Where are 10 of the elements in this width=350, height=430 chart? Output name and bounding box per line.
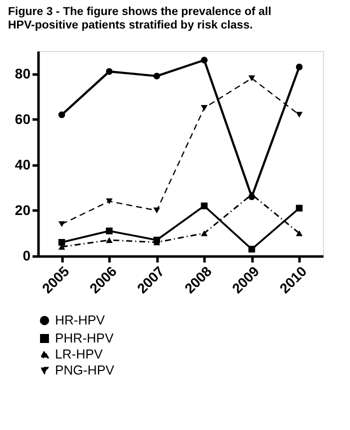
chart-title: Figure 3 - The figure shows the prevalence of all HPV-positive patients stratified by risk class. bbox=[8, 6, 272, 32]
y-tick-label: 40 bbox=[14, 156, 31, 172]
y-tick-label: 60 bbox=[14, 110, 31, 127]
legend-label: HR-HPV bbox=[55, 312, 106, 328]
y-tick-label: 80 bbox=[14, 65, 31, 82]
legend-label: PNG-HPV bbox=[55, 362, 115, 378]
legend-label: PHR-HPV bbox=[55, 330, 114, 346]
legend-label: LR-HPV bbox=[55, 346, 104, 362]
y-tick-label: 20 bbox=[14, 202, 31, 218]
y-tick-label: 0 bbox=[22, 248, 31, 264]
